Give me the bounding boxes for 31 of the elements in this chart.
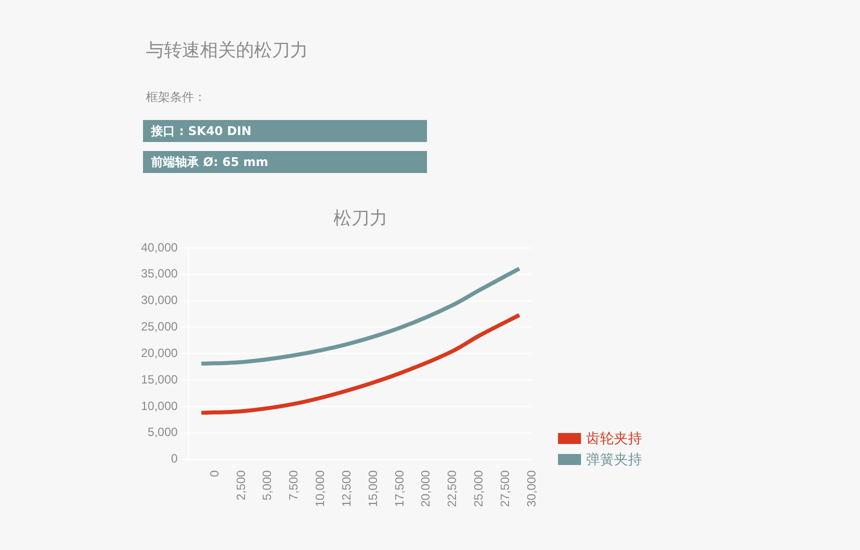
- y-tick-label: 15,000: [141, 372, 178, 386]
- legend-label: 齿轮夹持: [586, 430, 642, 448]
- text: 与转速相关的松刀力: [146, 39, 308, 62]
- x-tick-label: 22,500: [445, 470, 460, 507]
- y-tick-label: 5,000: [148, 425, 178, 440]
- x-tick-label: 27,500: [498, 470, 512, 507]
- x-tick-label: 30,000: [524, 470, 538, 507]
- x-tick-label: 2,500: [234, 470, 248, 500]
- y-tick-label: 10,000: [141, 398, 178, 413]
- line-series: [199, 313, 522, 415]
- x-tick-label: 25,000: [472, 470, 486, 507]
- x-tick-label: 12,500: [339, 470, 354, 507]
- chart-title: 松刀力: [333, 208, 388, 229]
- y-tick-label: 0: [171, 452, 178, 466]
- x-tick-label: 10,000: [313, 470, 328, 507]
- x-tick-label: 15,000: [366, 470, 380, 507]
- x-tick-label: 17,500: [392, 470, 406, 507]
- text: 前端轴承 Ø: 65 mm: [143, 151, 427, 173]
- x-tick-label: 0: [207, 470, 222, 477]
- line-series: [199, 266, 522, 366]
- x-tick-label: 20,000: [418, 470, 433, 507]
- y-tick-label: 35,000: [141, 266, 178, 281]
- text: 接口 : SK40 DIN: [143, 120, 427, 142]
- y-tick-label: 40,000: [141, 240, 178, 254]
- y-tick-label: 30,000: [141, 293, 178, 308]
- y-tick-label: 25,000: [141, 320, 178, 334]
- x-tick-label: 5,000: [260, 470, 274, 500]
- y-tick-label: 20,000: [141, 346, 178, 360]
- text: 框架条件 :: [146, 89, 202, 106]
- legend-label: 弹簧夹持: [586, 450, 642, 468]
- x-tick-label: 7,500: [286, 470, 301, 500]
